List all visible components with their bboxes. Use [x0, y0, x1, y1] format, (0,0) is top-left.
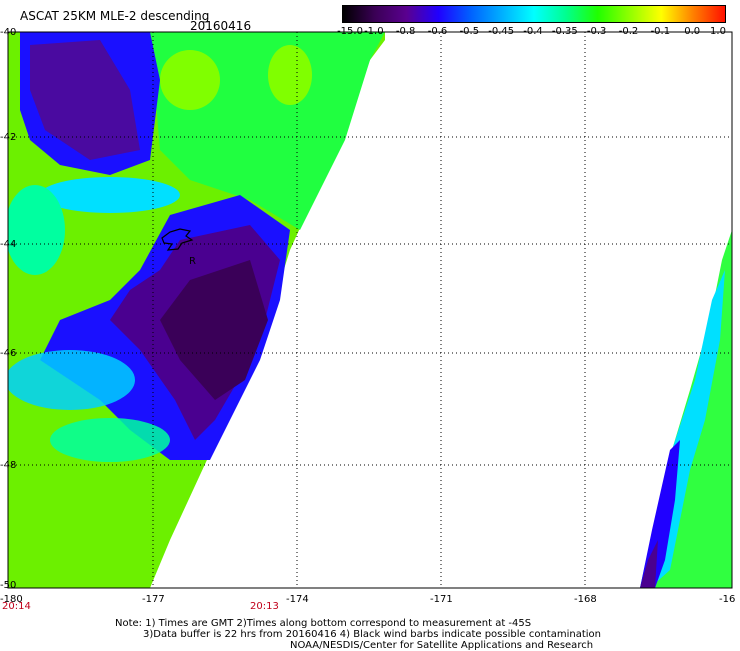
colorbar-label: -0.35 [551, 26, 578, 37]
left-cyan-patch [8, 185, 65, 275]
bright-green-patch [160, 50, 220, 110]
lat-label: -44 [0, 239, 17, 250]
colorbar-label: -0.8 [395, 26, 416, 37]
right-swath-blue [640, 440, 680, 588]
lon-label: -180 [0, 594, 23, 605]
lat-label: -48 [0, 460, 17, 471]
colorbar-label: -15.0 [337, 26, 363, 37]
lat-label: -40 [0, 27, 17, 38]
lon-label: -16 [719, 594, 736, 605]
map-date: 20160416 [190, 19, 252, 33]
island-outline [161, 228, 194, 251]
cyan-strip [40, 177, 180, 213]
colorbar-label: -1.0 [364, 26, 384, 37]
colorbar-label: -0.3 [586, 26, 607, 37]
colorbar-label: -0.1 [650, 26, 671, 37]
colorbar-label: -0.2 [618, 26, 639, 37]
colorbar-label: -0.45 [488, 26, 515, 37]
colorbar-label: -0.5 [459, 26, 480, 37]
note-line-3: NOAA/NESDIS/Center for Satellite Applica… [290, 640, 594, 651]
lat-label: -46 [0, 348, 17, 359]
colorbar-label: 0.0 [684, 26, 701, 37]
note-line-1: Note: 1) Times are GMT 2)Times along bot… [115, 618, 532, 629]
map-title: ASCAT 25KM MLE-2 descending [20, 9, 210, 23]
cyan-band-lower [8, 350, 135, 410]
note-line-2: 3)Data buffer is 22 hrs from 20160416 4)… [143, 629, 601, 640]
colorbar-label: -0.6 [427, 26, 448, 37]
lon-label: -177 [142, 594, 165, 605]
bright-green-patch-2 [268, 45, 312, 105]
time-mid: 20:13 [250, 601, 279, 612]
graticule [8, 32, 732, 588]
colorbar-label: 1.0 [710, 26, 726, 37]
right-swath-purple [640, 540, 658, 588]
lon-label: -168 [574, 594, 597, 605]
teal-band-lower [50, 418, 170, 462]
lat-label: -50 [0, 580, 17, 591]
colorbar-label: -0.4 [523, 26, 543, 37]
upper-left-purple-core [30, 40, 140, 160]
central-dark-core [160, 260, 268, 400]
time-left: 20:14 [2, 601, 31, 612]
plot-frame [7, 31, 733, 589]
lon-label: -171 [430, 594, 453, 605]
lat-label: -42 [0, 132, 17, 143]
color-scale-bar [342, 5, 726, 23]
lon-label: -174 [286, 594, 309, 605]
marker-label: R [189, 256, 196, 267]
